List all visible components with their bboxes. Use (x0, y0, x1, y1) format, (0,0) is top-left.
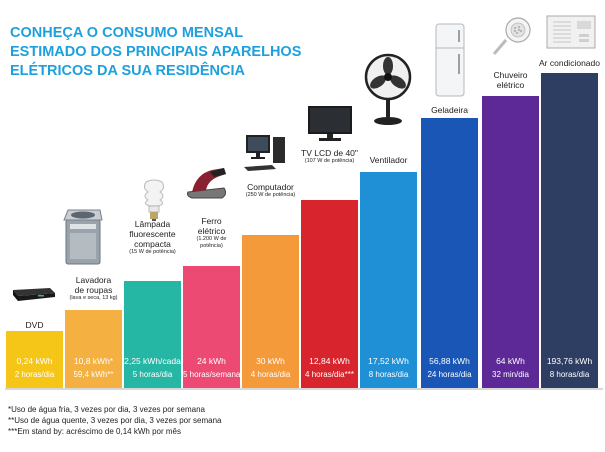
appliance-name: Ferro (201, 216, 222, 226)
chart-title: CONHEÇA O CONSUMO MENSAL ESTIMADO DOS PR… (10, 24, 310, 81)
footnote: **Uso de água quente, 3 vezes por dia, 3… (8, 416, 222, 425)
title-line: ESTIMADO DOS PRINCIPAIS APARELHOS (10, 44, 302, 60)
bar-usage-label: 4 horas/dia (250, 370, 291, 379)
chart-baseline (5, 388, 603, 390)
bar-value-label: 64 kWh (496, 356, 525, 366)
iron-icon (184, 160, 230, 200)
bar-value-label: 10,8 kWh* (73, 356, 114, 366)
appliance-name: compacta (134, 239, 171, 249)
appliance-name: fluorescente (129, 229, 176, 239)
appliance-label: Ar condicionado (539, 58, 600, 68)
bar-0: 0,24 kWh 2 horas/dia (6, 331, 63, 388)
appliance-label: Geladeira (419, 105, 480, 115)
bar-value-label: 24 kWh (197, 356, 226, 366)
bar-8: 64 kWh 32 min/dia (482, 96, 539, 388)
dvd-player-icon (10, 282, 56, 304)
bar-value-label: 17,52 kWh (368, 356, 409, 366)
appliance-name: de roupas (74, 285, 113, 295)
bar-value-label: 193,76 kWh (546, 356, 593, 366)
bar-3: 24 kWh 5 horas/semana (183, 266, 240, 388)
bar-usage-label: 24 horas/dia (427, 370, 472, 379)
appliance-label: Computador (250 W de potência) (240, 182, 301, 199)
appliance-name: DVD (25, 320, 44, 330)
appliance-name: elétrico (496, 80, 525, 90)
title-line: ELÉTRICOS DA SUA RESIDÊNCIA (10, 63, 245, 79)
bar-usage-label: 5 horas/semana (183, 370, 241, 379)
refrigerator-icon (434, 22, 466, 98)
appliance-note: (107 W de potência) (304, 158, 355, 164)
bar-value-label: 30 kWh (256, 356, 285, 366)
footnotes: *Uso de água fria, 3 vezes por dia, 3 ve… (8, 404, 221, 437)
bar-2: 2,25 kWh/cada 5 horas/dia (124, 281, 181, 388)
bar-value-label: 12,84 kWh (309, 356, 350, 366)
appliance-name: Ventilador (369, 155, 408, 165)
appliance-label: TV LCD de 40" (107 W de potência) (299, 148, 360, 165)
appliance-name: Geladeira (431, 105, 468, 115)
appliance-name: Chuveiro (493, 70, 528, 80)
bar-usage-label: 8 horas/dia (549, 370, 590, 379)
appliance-note: (15 W de potência) (129, 249, 176, 255)
air-conditioner-icon (543, 12, 599, 52)
appliance-label: Lâmpada fluorescente compacta (15 W de potê… (122, 219, 183, 256)
footnote: ***Em stand by: acréscimo de 0,14 kWh po… (8, 427, 181, 436)
bar-usage-label: 59,4 kWh** (73, 370, 114, 379)
appliance-note: (1.200 W de (196, 236, 227, 242)
light-bulb-icon (140, 178, 168, 222)
bar-usage-label: 4 horas/dia*** (305, 370, 354, 379)
appliance-name: Lâmpada (134, 219, 171, 229)
appliance-label: DVD (4, 320, 65, 330)
bar-value-label: 0,24 kWh (16, 356, 53, 366)
appliance-note: (lava e seca, 13 kg) (69, 295, 118, 301)
footnote: *Uso de água fria, 3 vezes por dia, 3 ve… (8, 405, 205, 414)
bar-7: 56,88 kWh 24 horas/dia (421, 118, 478, 388)
bar-usage-label: 32 min/dia (492, 370, 529, 379)
bar-value-label: 2,25 kWh/cada (124, 356, 181, 366)
appliance-note: potência) (200, 243, 223, 249)
bar-9: 193,76 kWh 8 horas/dia (541, 73, 598, 388)
appliance-name: Computador (247, 182, 294, 192)
shower-icon (488, 14, 532, 64)
bar-6: 17,52 kWh 8 horas/dia (360, 172, 417, 388)
bar-5: 12,84 kWh 4 horas/dia*** (301, 200, 358, 388)
bar-usage-label: 8 horas/dia (368, 370, 409, 379)
computer-icon (242, 133, 288, 173)
appliance-name: Lavadora (75, 275, 112, 285)
bar-4: 30 kWh 4 horas/dia (242, 235, 299, 388)
bar-value-label: 56,88 kWh (429, 356, 470, 366)
tv-icon (306, 104, 354, 144)
bar-1: 10,8 kWh* 59,4 kWh** (65, 310, 122, 388)
appliance-name: TV LCD de 40" (301, 148, 358, 158)
appliance-label: Ferro elétrico (1.200 W de potência) (181, 216, 242, 250)
appliance-name: elétrico (197, 226, 226, 236)
appliance-name: Ar condicionado (539, 58, 600, 68)
washing-machine-icon (62, 206, 106, 266)
appliance-note: (250 W de potência) (245, 192, 296, 198)
fan-icon (362, 53, 414, 127)
bar-usage-label: 2 horas/dia (14, 370, 55, 379)
bar-usage-label: 5 horas/dia (132, 370, 173, 379)
appliance-label: Lavadora de roupas (lava e seca, 13 kg) (63, 275, 124, 302)
appliance-label: Ventilador (358, 155, 419, 165)
appliance-label: Chuveiro elétrico (480, 70, 541, 90)
title-line: CONHEÇA O CONSUMO MENSAL (10, 25, 244, 41)
